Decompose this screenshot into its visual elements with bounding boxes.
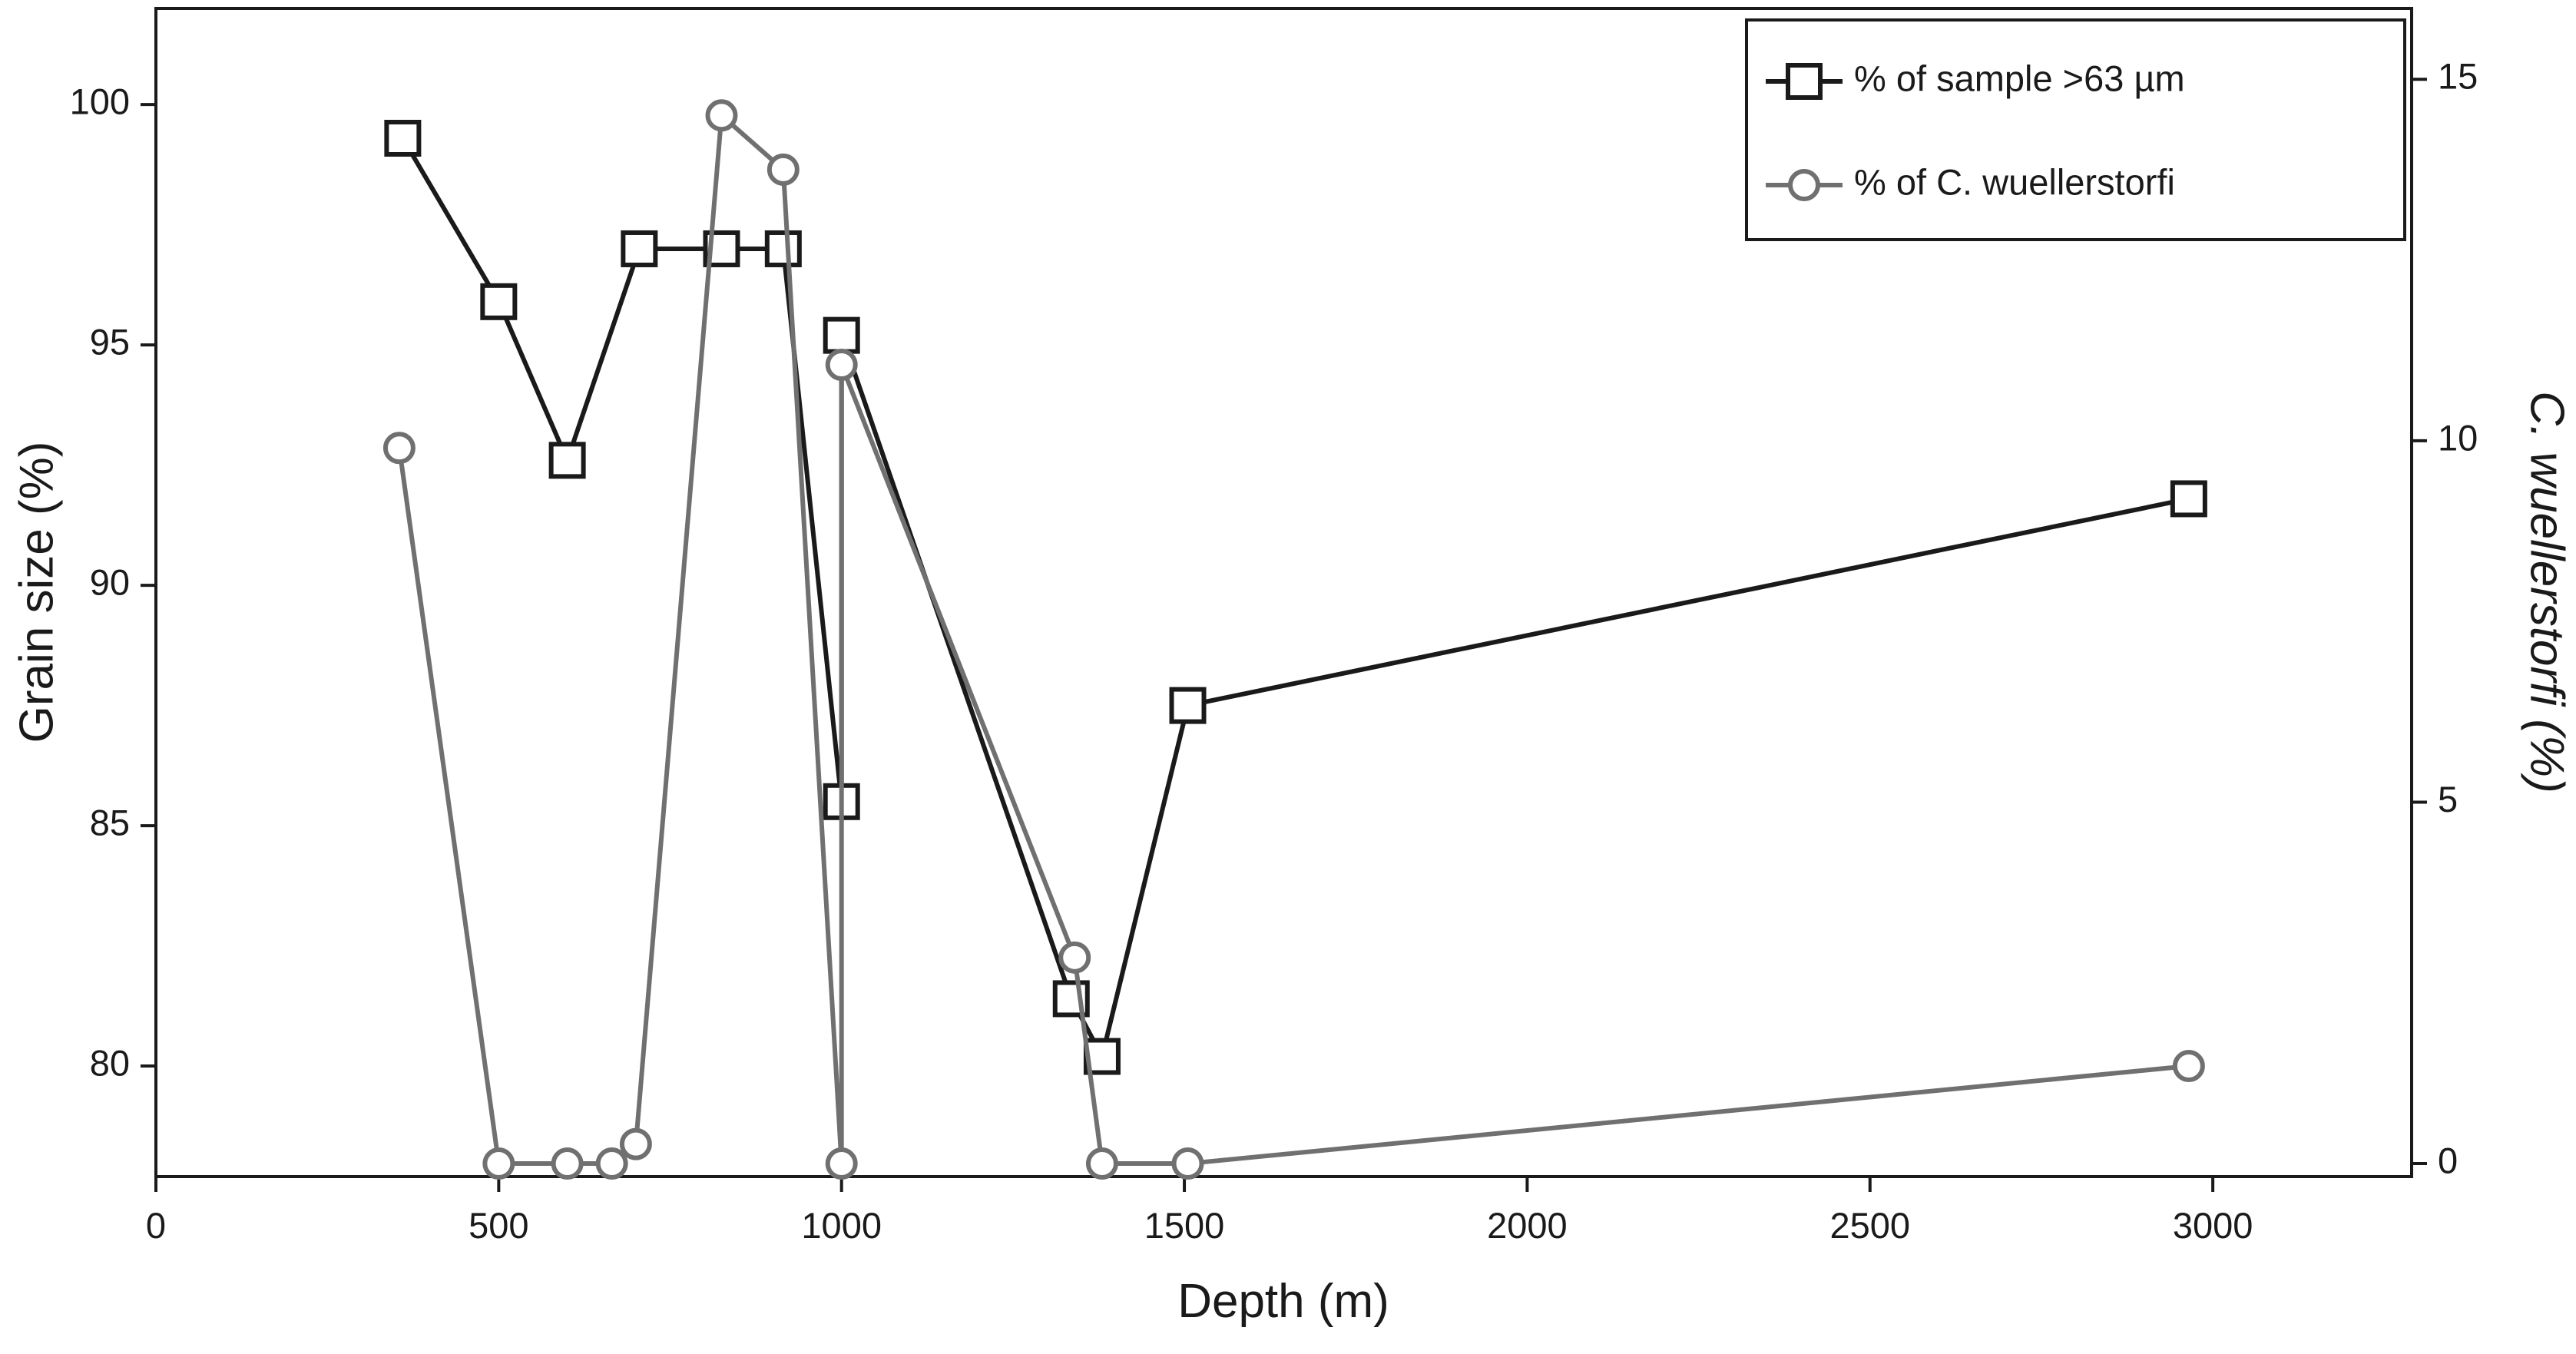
x-tick-label: 500	[469, 1205, 528, 1246]
x-tick-label: 3000	[2173, 1205, 2253, 1246]
x-tick-label: 2000	[1487, 1205, 1568, 1246]
y-axis-title: Grain size (%)	[10, 442, 63, 743]
marker	[1169, 687, 1207, 724]
series	[384, 120, 2207, 1075]
marker	[1171, 1147, 1204, 1180]
series	[382, 99, 2205, 1180]
y2-tick-label: 5	[2438, 779, 2458, 819]
marker	[1058, 941, 1091, 974]
marker	[1085, 1147, 1118, 1180]
legend-label: % of C. wuellerstorfi	[1854, 161, 2175, 202]
y-tick-label: 100	[70, 81, 130, 122]
marker	[551, 1147, 584, 1180]
marker	[825, 349, 858, 382]
x-tick-label: 1000	[801, 1205, 882, 1246]
marker	[621, 230, 658, 267]
x-tick-label: 2500	[1829, 1205, 1910, 1246]
x-tick-label: 0	[146, 1205, 166, 1246]
legend-label: % of sample >63 µm	[1854, 58, 2185, 98]
y2-tick-label: 10	[2438, 417, 2478, 458]
marker	[480, 283, 518, 320]
plot-frame	[154, 7, 2413, 1178]
marker	[767, 153, 800, 186]
marker	[2170, 480, 2207, 518]
y2-tick-label: 0	[2438, 1140, 2458, 1180]
y-tick-label: 80	[90, 1042, 130, 1083]
x-axis-title: Depth (m)	[1177, 1275, 1389, 1328]
series-line	[396, 113, 2190, 1167]
y-tick-label: 90	[90, 562, 130, 603]
marker	[825, 1147, 858, 1180]
legend-box	[1745, 18, 2406, 241]
legend: % of sample >63 µm % of C. wuellerstorfi	[1745, 18, 2406, 241]
marker	[2172, 1049, 2205, 1082]
x-tick-label: 1500	[1144, 1205, 1225, 1246]
marker	[619, 1127, 652, 1160]
y-tick-label: 85	[90, 802, 130, 843]
y2-tick-label: 15	[2438, 56, 2478, 97]
marker	[382, 432, 416, 465]
marker	[482, 1147, 515, 1180]
marker	[823, 316, 860, 354]
marker	[1786, 63, 1823, 100]
marker	[595, 1147, 628, 1180]
marker	[705, 99, 738, 132]
y-tick-label: 95	[90, 322, 130, 363]
y2-axis-title: C. wuellerstorfi (%)	[2521, 391, 2574, 793]
marker	[548, 442, 586, 479]
marker	[1788, 169, 1820, 201]
marker	[384, 120, 422, 157]
marker	[764, 230, 802, 267]
series-line	[400, 137, 2190, 1059]
